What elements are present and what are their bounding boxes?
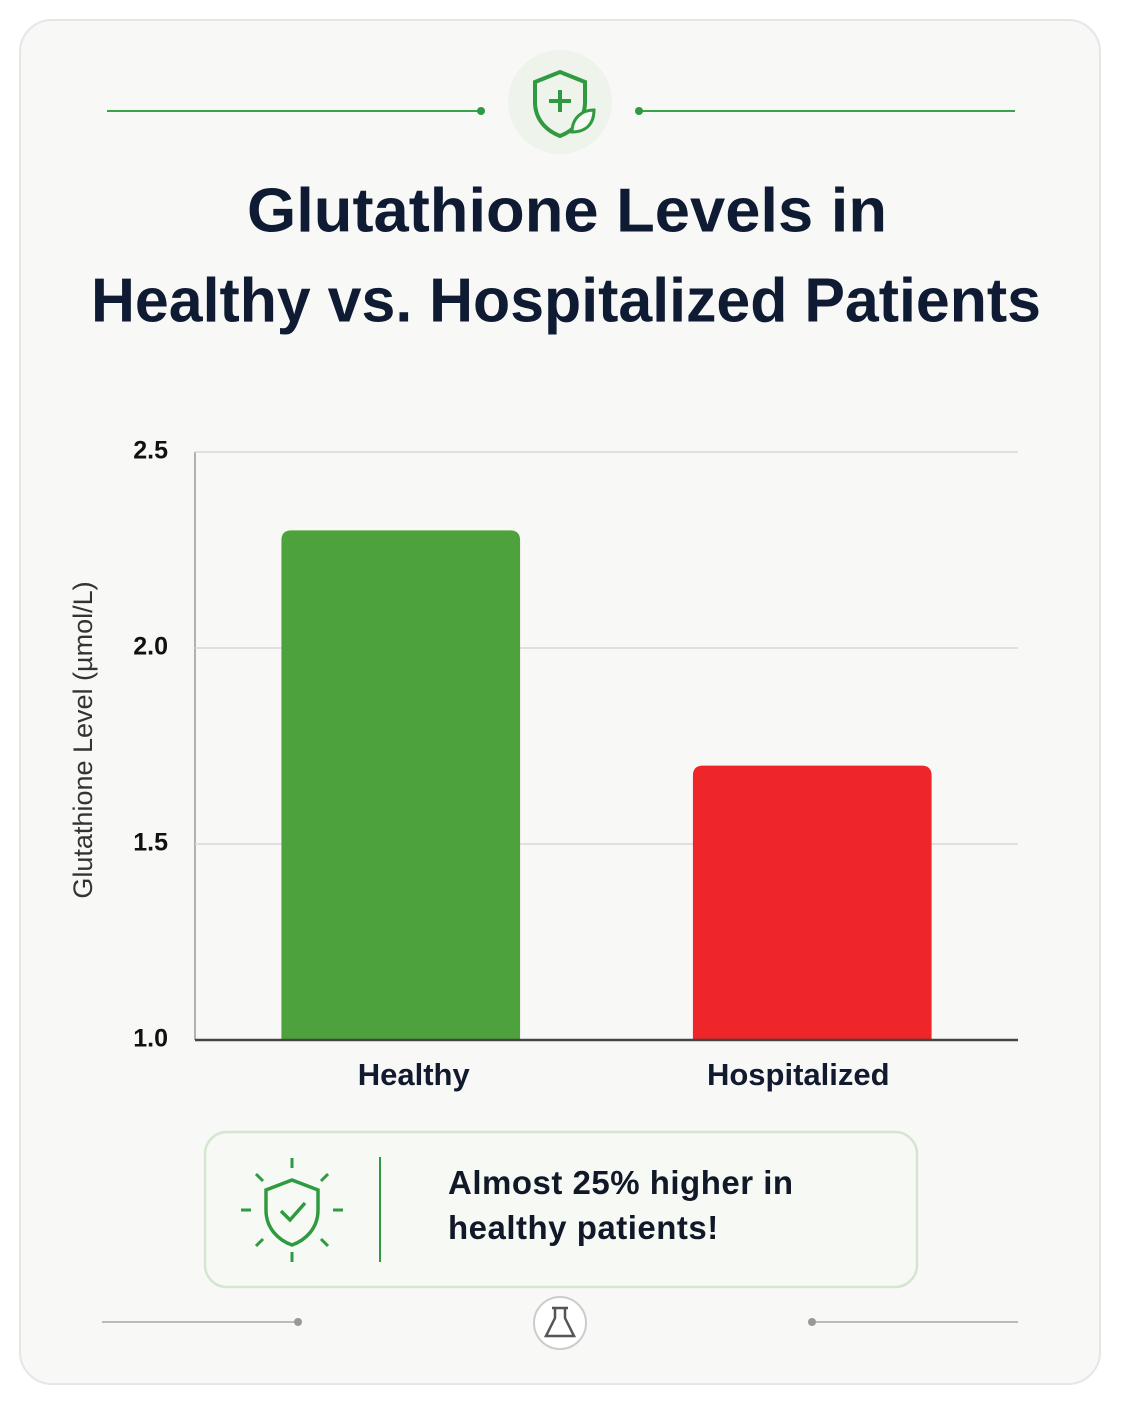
chart-title: Glutathione Levels in xyxy=(247,176,887,245)
card xyxy=(19,19,1101,1385)
y-tick-label: 2.0 xyxy=(133,633,168,661)
y-axis-label: Glutathione Level (µmol/L) xyxy=(68,581,98,898)
x-tick-label: Hospitalized xyxy=(707,1057,890,1092)
shield-check-icon xyxy=(264,1178,320,1247)
shield-icon xyxy=(533,69,587,139)
bar xyxy=(281,530,521,1040)
annotation: Almost 25% higher in healthy patients! xyxy=(448,1164,794,1246)
y-tick-label: 1.0 xyxy=(133,1025,168,1053)
dot xyxy=(635,107,643,115)
y-tick-label: 2.5 xyxy=(133,437,168,465)
dot xyxy=(294,1318,302,1326)
flask-icon xyxy=(543,1306,577,1338)
leaf-icon xyxy=(570,108,596,134)
y-tick-label: 1.5 xyxy=(133,829,168,857)
callout-box xyxy=(203,1130,919,1289)
icon-bg xyxy=(533,1296,587,1350)
dot xyxy=(808,1318,816,1326)
bar xyxy=(692,765,932,1040)
x-tick-label: Healthy xyxy=(358,1057,471,1092)
chart-title: Healthy vs. Hospitalized Patients xyxy=(91,266,1041,335)
plus-icon xyxy=(549,90,571,112)
check-icon xyxy=(279,1201,307,1223)
dot xyxy=(477,107,485,115)
burst-icon xyxy=(241,1158,343,1262)
